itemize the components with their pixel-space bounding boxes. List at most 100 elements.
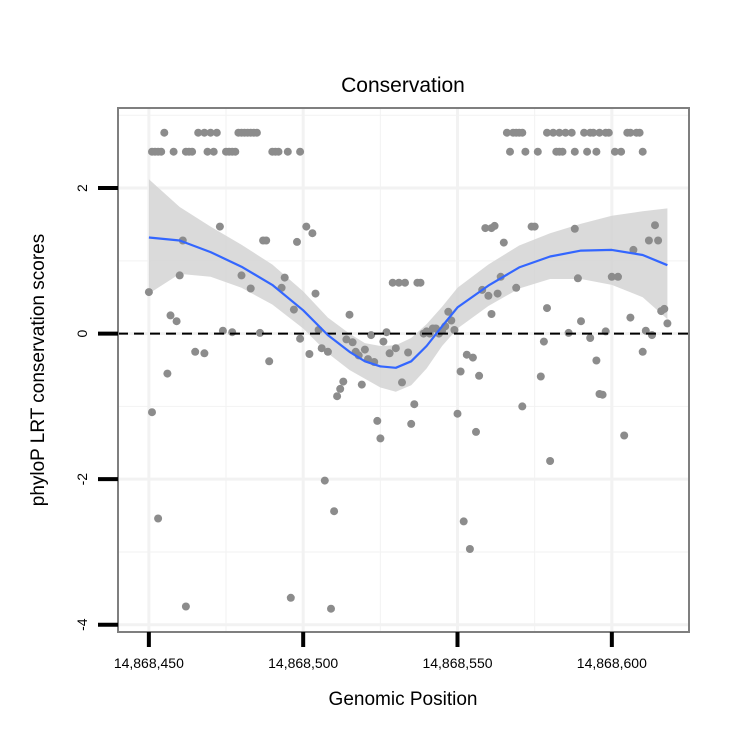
data-point bbox=[506, 147, 514, 156]
data-point bbox=[518, 128, 527, 137]
data-point bbox=[589, 128, 598, 137]
data-point bbox=[580, 128, 589, 137]
x-tick-label: 14,868,450 bbox=[114, 655, 184, 671]
data-point bbox=[256, 328, 264, 337]
data-point bbox=[567, 128, 576, 137]
data-point bbox=[407, 419, 416, 428]
data-point bbox=[444, 307, 453, 316]
data-point bbox=[311, 289, 320, 298]
data-point bbox=[144, 288, 153, 297]
data-point bbox=[546, 457, 555, 465]
data-point bbox=[296, 147, 305, 156]
data-point bbox=[472, 427, 480, 436]
data-point bbox=[382, 328, 391, 337]
data-point bbox=[620, 431, 629, 440]
data-point bbox=[644, 236, 653, 245]
smooth-trend-line bbox=[148, 236, 668, 369]
data-point bbox=[212, 128, 221, 137]
data-point bbox=[555, 128, 564, 137]
data-point bbox=[308, 229, 317, 238]
data-point bbox=[493, 289, 502, 298]
data-point bbox=[610, 147, 619, 156]
data-point bbox=[293, 237, 301, 246]
data-point bbox=[573, 274, 582, 283]
data-point bbox=[388, 278, 397, 287]
data-point bbox=[231, 147, 240, 156]
data-point bbox=[228, 328, 237, 337]
data-point bbox=[172, 317, 181, 326]
data-point bbox=[654, 236, 663, 245]
data-point bbox=[586, 334, 595, 342]
data-point bbox=[468, 353, 477, 362]
data-point bbox=[404, 348, 413, 357]
data-point bbox=[512, 283, 521, 292]
data-point bbox=[200, 128, 209, 137]
data-point bbox=[360, 345, 369, 354]
data-point bbox=[160, 128, 169, 137]
data-point bbox=[280, 273, 289, 282]
data-point bbox=[391, 344, 400, 353]
data-point bbox=[459, 517, 468, 526]
data-point bbox=[648, 331, 656, 340]
data-point bbox=[484, 291, 493, 300]
data-point bbox=[345, 310, 354, 319]
data-point bbox=[191, 347, 200, 356]
data-point bbox=[595, 128, 604, 137]
data-point bbox=[453, 409, 462, 418]
data-point bbox=[305, 350, 314, 358]
data-point bbox=[203, 147, 212, 156]
data-point bbox=[481, 224, 490, 233]
data-point bbox=[163, 369, 172, 378]
data-point bbox=[592, 356, 601, 365]
data-point bbox=[206, 128, 215, 137]
data-point bbox=[543, 128, 551, 137]
data-point bbox=[570, 224, 579, 233]
data-point bbox=[209, 147, 218, 156]
data-point bbox=[401, 278, 409, 287]
scatter-points bbox=[144, 128, 672, 613]
data-point bbox=[262, 236, 271, 245]
data-point bbox=[342, 335, 351, 344]
data-point bbox=[317, 344, 326, 353]
data-point bbox=[543, 304, 551, 313]
data-point bbox=[561, 128, 570, 137]
x-tick-label: 14,868,600 bbox=[577, 655, 647, 671]
data-point bbox=[348, 338, 357, 347]
data-point bbox=[635, 128, 644, 137]
data-point bbox=[339, 377, 348, 386]
data-point bbox=[539, 337, 548, 346]
data-point bbox=[154, 514, 163, 523]
smooth-line-layer bbox=[148, 236, 668, 369]
data-point bbox=[410, 400, 419, 409]
data-point bbox=[252, 128, 261, 137]
data-point bbox=[394, 278, 403, 287]
data-point bbox=[188, 147, 197, 156]
y-tick-label: -2 bbox=[74, 473, 90, 486]
data-point bbox=[148, 408, 156, 417]
data-point bbox=[558, 147, 567, 156]
data-point bbox=[518, 402, 527, 411]
data-point bbox=[367, 331, 376, 340]
data-point bbox=[614, 272, 622, 281]
data-point bbox=[465, 545, 474, 553]
plot-panel bbox=[117, 107, 690, 633]
data-point bbox=[604, 128, 613, 137]
x-axis: 14,868,450 14,868,500 14,868,550 14,868,600 bbox=[114, 632, 647, 671]
data-point bbox=[663, 319, 672, 328]
data-point bbox=[533, 147, 542, 156]
data-point bbox=[450, 326, 459, 334]
data-point bbox=[373, 416, 382, 425]
y-tick-label: 0 bbox=[74, 329, 90, 337]
data-point bbox=[286, 593, 295, 602]
data-point bbox=[376, 434, 385, 443]
data-point bbox=[357, 380, 366, 389]
data-point bbox=[638, 147, 647, 156]
data-point bbox=[330, 507, 339, 516]
data-point bbox=[570, 147, 579, 156]
data-point bbox=[327, 604, 335, 613]
y-tick-label: 2 bbox=[74, 184, 90, 192]
data-point bbox=[200, 349, 209, 358]
y-axis-label: phyloP LRT conservation scores bbox=[28, 234, 49, 507]
data-point bbox=[336, 384, 345, 393]
